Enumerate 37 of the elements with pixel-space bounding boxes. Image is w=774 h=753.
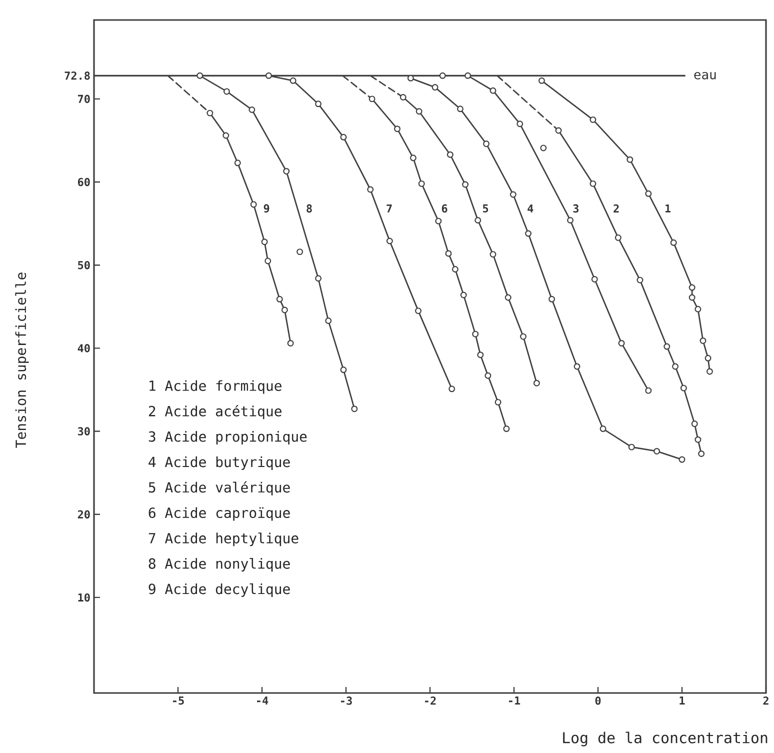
series-label: 7: [386, 204, 392, 212]
x-tick-label: 0: [595, 696, 601, 705]
x-tick-label: -4: [257, 696, 268, 705]
x-tick-label: -5: [173, 696, 184, 705]
y-axis-title: Tension superficielle: [15, 272, 29, 448]
annotation: 2 Acide acétique: [148, 405, 282, 420]
annotation: 1 Acide formique: [150, 380, 282, 394]
x-tick-label: 2: [763, 696, 768, 705]
y-tick-label: 70: [78, 94, 90, 104]
annotation: 3 Acide propionique: [148, 431, 307, 445]
x-tick-label: 1: [680, 696, 685, 705]
y-tick-label: 50: [78, 260, 90, 270]
series-label: 9: [264, 204, 270, 213]
y-tick-label: 60: [78, 178, 90, 186]
series-label: 4: [528, 204, 534, 212]
series-label: 5: [482, 204, 488, 213]
annotation: 8 Acide nonylique: [148, 558, 290, 572]
series-label: 1: [666, 204, 671, 212]
x-tick-label: -2: [425, 696, 436, 705]
y-tick-label: 10: [78, 593, 90, 602]
annotation: 5 Acide valérique: [148, 481, 290, 496]
annotation: 9 Acide decylique: [148, 583, 290, 597]
series-label: 8: [306, 204, 312, 213]
y-tick-label: 72.8: [64, 72, 90, 80]
annotation: 4 Acide butyrique: [148, 456, 290, 470]
x-tick-label: -3: [341, 696, 352, 705]
ref-line-label: eau: [694, 72, 716, 80]
series-label: 3: [573, 204, 579, 213]
y-tick-label: 30: [78, 427, 90, 436]
x-axis-title: Log de la concentration: [563, 732, 768, 746]
y-tick-label: 40: [78, 344, 90, 352]
annotation: 6 Acide caproïque: [148, 507, 290, 521]
x-tick-label: -1: [509, 696, 520, 705]
series-label: 2: [614, 204, 619, 213]
series-label: 6: [442, 204, 448, 213]
y-tick-label: 20: [78, 510, 90, 519]
annotation: 7 Acide heptylique: [148, 532, 298, 546]
